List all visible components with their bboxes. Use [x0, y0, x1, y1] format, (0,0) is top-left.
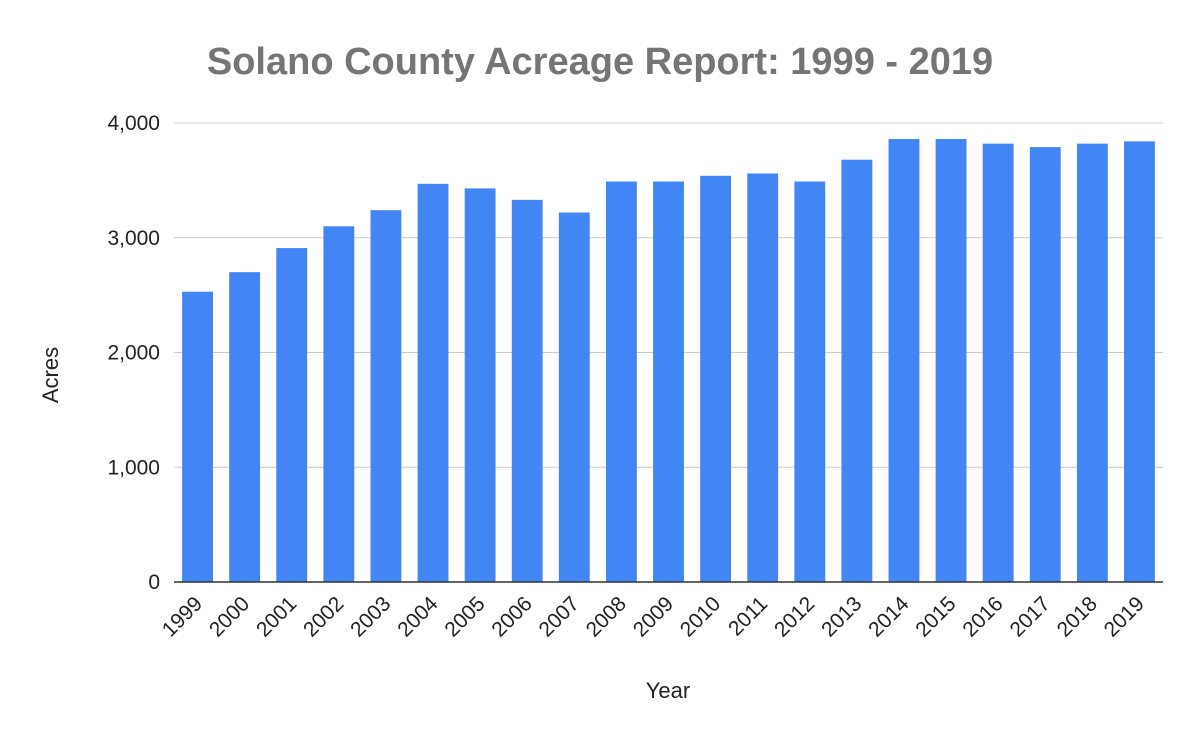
bar-2015 — [935, 139, 967, 582]
bar-2016 — [982, 143, 1014, 582]
x-tick-label: 2003 — [346, 592, 395, 641]
y-axis-ticks: 0 1,000 2,000 3,000 4,000 — [107, 112, 160, 594]
y-tick-label: 3,000 — [107, 227, 160, 250]
bar-2014 — [888, 139, 920, 582]
x-tick-label: 2015 — [911, 592, 960, 641]
bar-2019 — [1124, 141, 1155, 583]
x-tick-label: 2000 — [205, 592, 254, 641]
bar-2001 — [276, 248, 308, 582]
bar-2004 — [417, 183, 449, 582]
x-tick-label: 2011 — [724, 592, 772, 640]
y-tick-label: 4,000 — [107, 112, 160, 135]
bar-2003 — [370, 210, 402, 582]
bars — [182, 139, 1155, 583]
x-tick-label: 2017 — [1005, 592, 1054, 641]
x-axis-ticks: 1999200020012002200320042005200620072008… — [158, 592, 1149, 642]
x-tick-label: 2005 — [440, 592, 489, 641]
y-tick-label: 2,000 — [107, 342, 160, 365]
x-tick-label: 2009 — [629, 592, 678, 641]
x-axis-label: Year — [646, 678, 690, 703]
bar-2018 — [1076, 143, 1108, 582]
x-tick-label: 2010 — [676, 592, 725, 641]
x-tick-label: 2007 — [535, 592, 584, 641]
x-tick-label: 2019 — [1100, 592, 1149, 641]
bar-1999 — [182, 291, 213, 582]
bar-2013 — [841, 159, 873, 582]
x-tick-label: 2004 — [393, 592, 443, 642]
bar-2002 — [323, 226, 355, 582]
bar-2017 — [1029, 147, 1061, 582]
x-tick-label: 1999 — [158, 592, 207, 641]
bar-2011 — [747, 173, 779, 583]
x-tick-label: 2014 — [864, 592, 914, 642]
bar-2000 — [229, 272, 261, 582]
y-axis-label: Acres — [38, 347, 63, 403]
x-tick-label: 2013 — [817, 592, 866, 641]
x-tick-label: 2002 — [299, 592, 348, 641]
y-tick-label: 1,000 — [107, 456, 160, 479]
x-tick-label: 2008 — [582, 592, 631, 641]
x-tick-label: 2012 — [770, 592, 819, 641]
bar-2007 — [558, 212, 590, 582]
bar-2010 — [700, 175, 732, 582]
bar-2012 — [794, 181, 826, 582]
bar-2009 — [653, 181, 684, 582]
bar-2005 — [464, 188, 496, 582]
bar-2008 — [605, 181, 637, 582]
x-tick-label: 2001 — [252, 592, 301, 641]
chart-title: Solano County Acreage Report: 1999 - 201… — [207, 41, 993, 83]
x-tick-label: 2016 — [958, 592, 1007, 641]
y-tick-label: 0 — [148, 571, 160, 594]
x-tick-label: 2018 — [1053, 592, 1102, 641]
bar-2006 — [511, 199, 543, 582]
x-tick-label: 2006 — [487, 592, 536, 641]
